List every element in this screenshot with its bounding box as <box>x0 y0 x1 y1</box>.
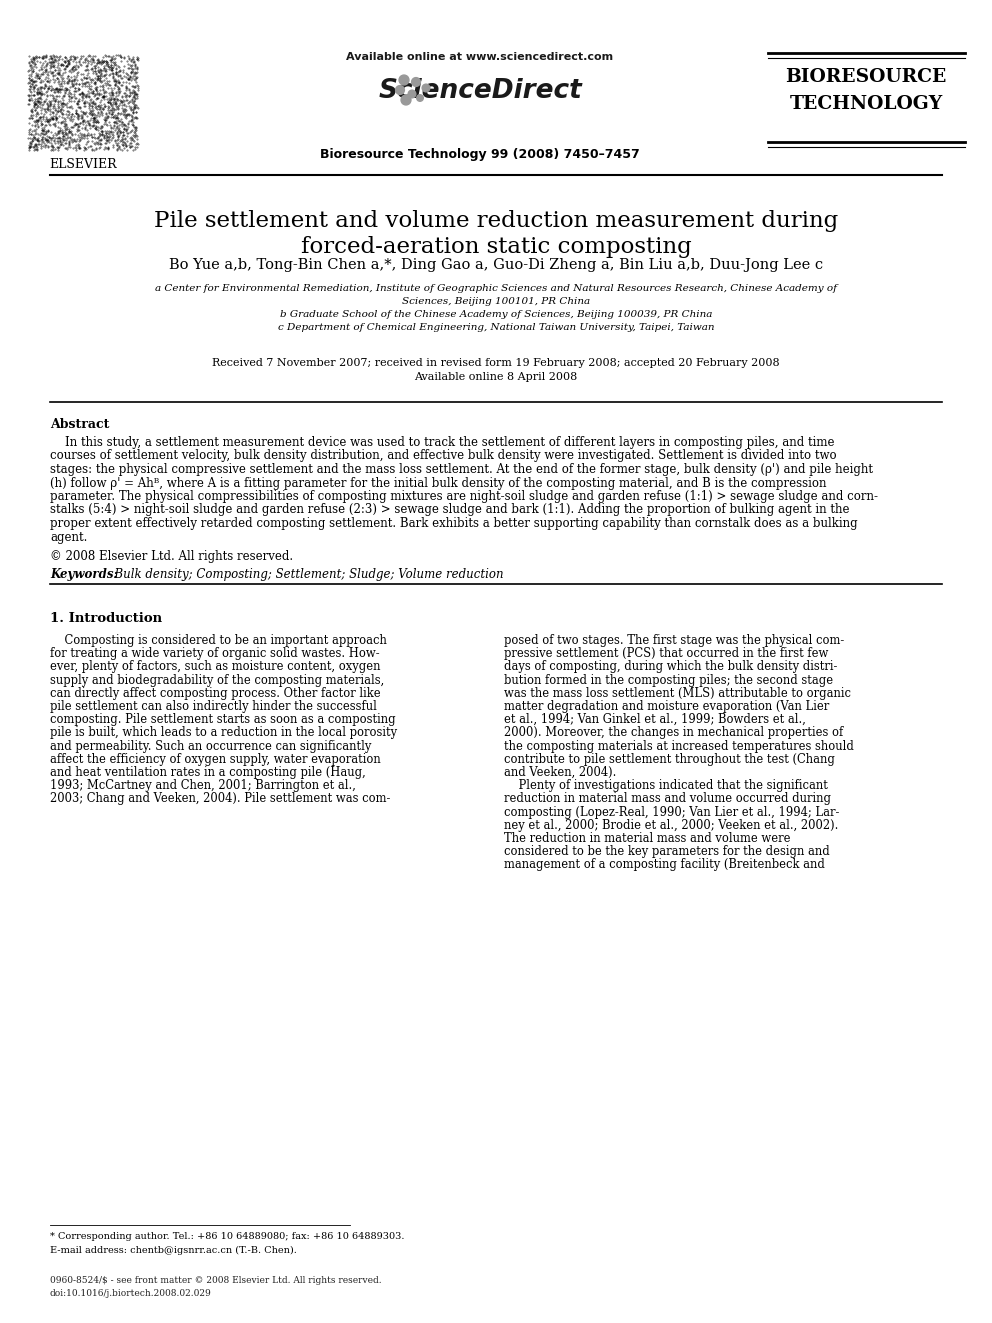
Text: days of composting, during which the bulk density distri-: days of composting, during which the bul… <box>504 660 837 673</box>
Text: Keywords:: Keywords: <box>50 568 118 581</box>
Text: In this study, a settlement measurement device was used to track the settlement : In this study, a settlement measurement … <box>50 437 834 448</box>
Text: * Corresponding author. Tel.: +86 10 64889080; fax: +86 10 64889303.: * Corresponding author. Tel.: +86 10 648… <box>50 1232 405 1241</box>
Text: reduction in material mass and volume occurred during: reduction in material mass and volume oc… <box>504 792 831 806</box>
Text: courses of settlement velocity, bulk density distribution, and effective bulk de: courses of settlement velocity, bulk den… <box>50 450 836 463</box>
Text: Bioresource Technology 99 (2008) 7450–7457: Bioresource Technology 99 (2008) 7450–74… <box>320 148 640 161</box>
Text: parameter. The physical compressibilities of composting mixtures are night-soil : parameter. The physical compressibilitie… <box>50 490 878 503</box>
Text: Composting is considered to be an important approach: Composting is considered to be an import… <box>50 634 387 647</box>
Text: ScienceDirect: ScienceDirect <box>378 78 582 105</box>
Text: pile is built, which leads to a reduction in the local porosity: pile is built, which leads to a reductio… <box>50 726 397 740</box>
Text: Bulk density; Composting; Settlement; Sludge; Volume reduction: Bulk density; Composting; Settlement; Sl… <box>107 568 504 581</box>
Circle shape <box>408 90 416 98</box>
Text: 0960-8524/$ - see front matter © 2008 Elsevier Ltd. All rights reserved.: 0960-8524/$ - see front matter © 2008 El… <box>50 1275 382 1285</box>
Circle shape <box>412 78 421 86</box>
Text: © 2008 Elsevier Ltd. All rights reserved.: © 2008 Elsevier Ltd. All rights reserved… <box>50 550 293 564</box>
Text: supply and biodegradability of the composting materials,: supply and biodegradability of the compo… <box>50 673 384 687</box>
Text: Abstract: Abstract <box>50 418 109 431</box>
Text: pile settlement can also indirectly hinder the successful: pile settlement can also indirectly hind… <box>50 700 377 713</box>
Circle shape <box>417 95 424 102</box>
Text: affect the efficiency of oxygen supply, water evaporation: affect the efficiency of oxygen supply, … <box>50 753 381 766</box>
Text: considered to be the key parameters for the design and: considered to be the key parameters for … <box>504 845 829 859</box>
Text: Available online at www.sciencedirect.com: Available online at www.sciencedirect.co… <box>346 52 614 62</box>
Text: b Graduate School of the Chinese Academy of Sciences, Beijing 100039, PR China: b Graduate School of the Chinese Academy… <box>280 310 712 319</box>
Text: the composting materials at increased temperatures should: the composting materials at increased te… <box>504 740 854 753</box>
Text: composting. Pile settlement starts as soon as a composting: composting. Pile settlement starts as so… <box>50 713 396 726</box>
Circle shape <box>401 95 411 105</box>
Text: TECHNOLOGY: TECHNOLOGY <box>790 95 942 112</box>
Text: contribute to pile settlement throughout the test (Chang: contribute to pile settlement throughout… <box>504 753 835 766</box>
Text: (h) follow ρ' = Ahᴮ, where A is a fitting parameter for the initial bulk density: (h) follow ρ' = Ahᴮ, where A is a fittin… <box>50 476 826 490</box>
Text: stalks (5:4) > night-soil sludge and garden refuse (2:3) > sewage sludge and bar: stalks (5:4) > night-soil sludge and gar… <box>50 504 849 516</box>
Text: forced-aeration static composting: forced-aeration static composting <box>301 235 691 258</box>
Text: ELSEVIER: ELSEVIER <box>50 157 117 171</box>
Text: BIORESOURCE: BIORESOURCE <box>786 67 946 86</box>
Text: 1993; McCartney and Chen, 2001; Barrington et al.,: 1993; McCartney and Chen, 2001; Barringt… <box>50 779 356 792</box>
Text: and heat ventilation rates in a composting pile (Haug,: and heat ventilation rates in a composti… <box>50 766 366 779</box>
Text: and Veeken, 2004).: and Veeken, 2004). <box>504 766 616 779</box>
Text: doi:10.1016/j.biortech.2008.02.029: doi:10.1016/j.biortech.2008.02.029 <box>50 1289 211 1298</box>
Text: Received 7 November 2007; received in revised form 19 February 2008; accepted 20: Received 7 November 2007; received in re… <box>212 359 780 368</box>
Text: posed of two stages. The first stage was the physical com-: posed of two stages. The first stage was… <box>504 634 844 647</box>
Text: 2003; Chang and Veeken, 2004). Pile settlement was com-: 2003; Chang and Veeken, 2004). Pile sett… <box>50 792 391 806</box>
Text: Plenty of investigations indicated that the significant: Plenty of investigations indicated that … <box>504 779 828 792</box>
Text: 1. Introduction: 1. Introduction <box>50 613 162 624</box>
Text: ever, plenty of factors, such as moisture content, oxygen: ever, plenty of factors, such as moistur… <box>50 660 381 673</box>
Text: et al., 1994; Van Ginkel et al., 1999; Bowders et al.,: et al., 1994; Van Ginkel et al., 1999; B… <box>504 713 806 726</box>
Text: E-mail address: chentb@igsnrr.ac.cn (T.-B. Chen).: E-mail address: chentb@igsnrr.ac.cn (T.-… <box>50 1246 297 1256</box>
Text: composting (Lopez-Real, 1990; Van Lier et al., 1994; Lar-: composting (Lopez-Real, 1990; Van Lier e… <box>504 806 839 819</box>
Circle shape <box>396 86 405 94</box>
Text: Available online 8 April 2008: Available online 8 April 2008 <box>415 372 577 382</box>
Text: Bo Yue a,b, Tong-Bin Chen a,*, Ding Gao a, Guo-Di Zheng a, Bin Liu a,b, Duu-Jong: Bo Yue a,b, Tong-Bin Chen a,*, Ding Gao … <box>169 258 823 273</box>
Text: a Center for Environmental Remediation, Institute of Geographic Sciences and Nat: a Center for Environmental Remediation, … <box>155 284 837 292</box>
Text: agent.: agent. <box>50 531 87 544</box>
Text: c Department of Chemical Engineering, National Taiwan University, Taipei, Taiwan: c Department of Chemical Engineering, Na… <box>278 323 714 332</box>
Text: proper extent effectively retarded composting settlement. Bark exhibits a better: proper extent effectively retarded compo… <box>50 517 858 531</box>
Text: bution formed in the composting piles; the second stage: bution formed in the composting piles; t… <box>504 673 833 687</box>
Text: pressive settlement (PCS) that occurred in the first few: pressive settlement (PCS) that occurred … <box>504 647 828 660</box>
Text: matter degradation and moisture evaporation (Van Lier: matter degradation and moisture evaporat… <box>504 700 829 713</box>
Text: The reduction in material mass and volume were: The reduction in material mass and volum… <box>504 832 791 845</box>
Text: Pile settlement and volume reduction measurement during: Pile settlement and volume reduction mea… <box>154 210 838 232</box>
Text: was the mass loss settlement (MLS) attributable to organic: was the mass loss settlement (MLS) attri… <box>504 687 851 700</box>
Text: Sciences, Beijing 100101, PR China: Sciences, Beijing 100101, PR China <box>402 296 590 306</box>
Text: stages: the physical compressive settlement and the mass loss settlement. At the: stages: the physical compressive settlem… <box>50 463 873 476</box>
Text: for treating a wide variety of organic solid wastes. How-: for treating a wide variety of organic s… <box>50 647 380 660</box>
Text: management of a composting facility (Breitenbeck and: management of a composting facility (Bre… <box>504 859 825 872</box>
Text: 2000). Moreover, the changes in mechanical properties of: 2000). Moreover, the changes in mechanic… <box>504 726 843 740</box>
Circle shape <box>423 85 430 91</box>
Text: ney et al., 2000; Brodie et al., 2000; Veeken et al., 2002).: ney et al., 2000; Brodie et al., 2000; V… <box>504 819 838 832</box>
Text: can directly affect composting process. Other factor like: can directly affect composting process. … <box>50 687 381 700</box>
Circle shape <box>399 75 409 85</box>
Text: and permeability. Such an occurrence can significantly: and permeability. Such an occurrence can… <box>50 740 371 753</box>
